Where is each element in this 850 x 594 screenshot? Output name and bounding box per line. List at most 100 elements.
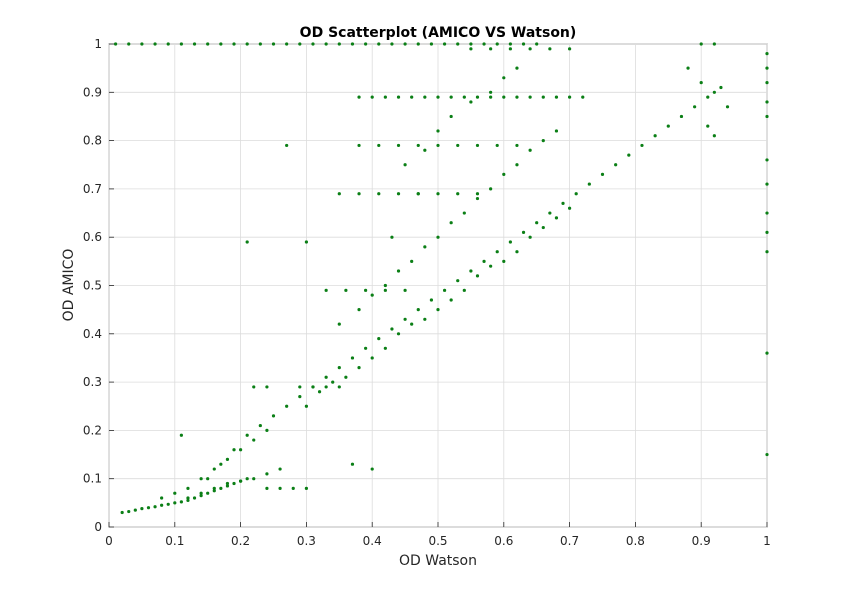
data-point [475, 274, 480, 278]
y-tick-label: 1 [94, 37, 102, 51]
data-point [219, 486, 223, 490]
data-point [370, 467, 374, 471]
x-tick-label: 0.8 [626, 534, 645, 548]
data-point [160, 503, 164, 507]
data-point [160, 496, 164, 500]
data-point [475, 196, 480, 201]
data-point [725, 105, 730, 109]
data-point [304, 486, 308, 490]
data-point [232, 42, 236, 46]
data-point [449, 114, 453, 119]
data-point [377, 42, 381, 46]
data-point [475, 95, 480, 99]
data-point [489, 264, 493, 268]
data-point [337, 322, 341, 326]
data-point [383, 95, 387, 99]
data-point [416, 192, 420, 196]
data-point [258, 42, 262, 46]
data-point [423, 95, 427, 99]
data-point [528, 95, 532, 99]
data-point [515, 163, 519, 167]
data-point [173, 501, 177, 505]
data-point [304, 404, 308, 408]
data-point [442, 288, 447, 292]
data-point [436, 235, 440, 239]
data-point [449, 298, 453, 302]
data-point [153, 505, 157, 509]
data-point [199, 477, 203, 481]
data-point [568, 95, 572, 99]
data-point [521, 42, 526, 46]
data-point [508, 47, 512, 51]
data-point [166, 42, 170, 46]
data-point [436, 129, 440, 133]
data-point [239, 479, 243, 483]
data-point [640, 143, 644, 148]
data-point [765, 182, 769, 186]
y-tick-label: 0.6 [83, 230, 102, 244]
data-point [765, 66, 769, 70]
data-point [199, 491, 203, 495]
data-point [219, 42, 223, 46]
data-point [403, 163, 407, 167]
data-point [265, 428, 269, 432]
data-point [278, 486, 282, 490]
data-point [331, 380, 335, 384]
data-point [252, 477, 256, 481]
data-point [245, 42, 249, 46]
data-point [502, 76, 506, 80]
data-point [515, 95, 519, 99]
data-point [192, 496, 197, 500]
data-point [285, 42, 289, 46]
data-point [456, 279, 460, 283]
data-point [482, 259, 486, 263]
data-point [535, 221, 539, 225]
y-tick-label: 0.2 [83, 423, 102, 437]
data-point [502, 95, 506, 99]
data-point [271, 42, 276, 46]
data-point [712, 134, 716, 138]
data-point [706, 95, 710, 99]
data-point [232, 448, 236, 452]
x-tick-label: 0.5 [428, 534, 447, 548]
data-point [199, 494, 203, 498]
data-point [317, 390, 322, 394]
data-point [765, 114, 769, 119]
data-point [239, 448, 243, 452]
data-point [469, 47, 473, 51]
data-point [475, 192, 480, 196]
x-tick-label: 0.7 [560, 534, 579, 548]
data-point [396, 95, 401, 99]
data-point [403, 288, 407, 292]
data-point [436, 95, 440, 99]
data-point [390, 42, 394, 46]
data-point [410, 95, 414, 99]
data-point [219, 462, 223, 466]
data-point [350, 356, 355, 360]
data-point [508, 240, 512, 244]
data-point [192, 42, 197, 46]
data-point [311, 385, 315, 389]
data-point [324, 288, 328, 292]
grid-lines [108, 43, 768, 528]
data-point [765, 158, 769, 162]
data-point [153, 42, 157, 46]
data-point [765, 230, 769, 234]
data-point [489, 187, 493, 191]
x-tick-label: 1 [763, 534, 771, 548]
data-point [179, 433, 183, 437]
data-point [212, 467, 216, 471]
data-point [429, 298, 434, 302]
data-point [396, 143, 401, 148]
data-point [370, 95, 374, 99]
data-point [140, 42, 144, 46]
data-point [377, 143, 381, 148]
x-tick-label: 0.3 [297, 534, 316, 548]
data-point [686, 66, 690, 70]
data-point [719, 85, 723, 90]
data-point [383, 288, 387, 292]
data-point [304, 240, 308, 244]
data-point [166, 502, 170, 506]
data-point [265, 385, 269, 389]
